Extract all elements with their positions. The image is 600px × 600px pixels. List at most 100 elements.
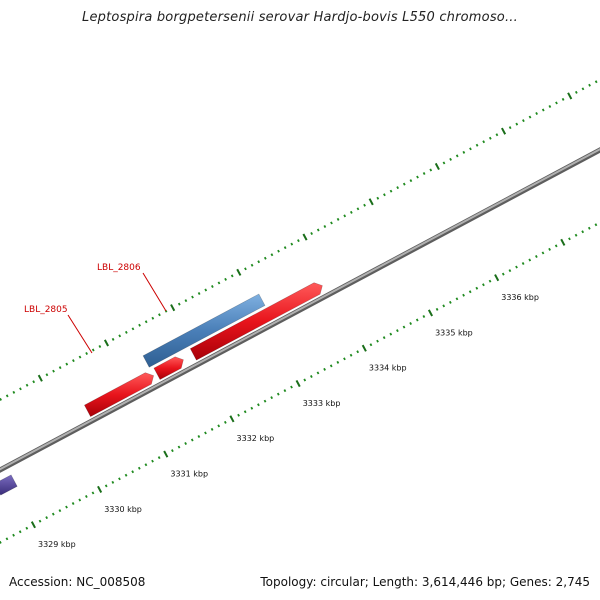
minor-tick <box>508 269 512 273</box>
minor-tick <box>455 297 459 301</box>
feature-labels: LBL_2806 LBL_2805 <box>24 263 167 354</box>
minor-tick <box>594 223 598 227</box>
minor-tick <box>389 189 393 193</box>
minor-tick <box>25 383 29 387</box>
minor-tick <box>521 262 525 266</box>
gene-label-LBL_2806[interactable]: LBL_2806 <box>97 263 141 273</box>
minor-tick <box>416 175 419 179</box>
minor-tick <box>263 256 267 260</box>
tick-label: 3332 kbp <box>237 434 275 443</box>
minor-tick <box>515 265 518 269</box>
minor-tick <box>594 80 598 84</box>
minor-tick <box>535 254 538 258</box>
minor-tick <box>270 253 274 257</box>
minor-tick <box>323 367 326 371</box>
minor-tick <box>171 449 174 453</box>
minor-tick <box>78 355 82 359</box>
major-tick <box>295 379 301 388</box>
minor-tick <box>409 179 413 183</box>
minor-tick <box>184 299 188 303</box>
gene-gene-other[interactable] <box>0 474 18 496</box>
minor-tick <box>541 108 545 112</box>
minor-tick <box>568 237 571 241</box>
minor-tick <box>72 359 75 363</box>
minor-tick <box>290 242 294 246</box>
minor-tick <box>310 374 313 378</box>
minor-tick <box>12 390 16 394</box>
minor-tick <box>535 112 538 116</box>
minor-tick <box>402 325 406 329</box>
minor-tick <box>65 505 68 509</box>
minor-tick <box>211 284 214 288</box>
minor-tick <box>515 122 519 126</box>
minor-tick <box>177 302 181 306</box>
tick-label: 3331 kbp <box>170 469 208 478</box>
minor-tick <box>581 87 585 91</box>
gene-LBL_2806[interactable] <box>142 293 266 368</box>
minor-tick <box>51 512 55 516</box>
minor-tick <box>137 466 141 470</box>
gene-LBL_2805[interactable] <box>84 372 155 418</box>
minor-tick <box>244 267 247 271</box>
minor-tick <box>257 260 261 264</box>
minor-tick <box>469 147 472 151</box>
backbone-group <box>0 147 600 473</box>
minor-tick <box>25 526 29 530</box>
minor-tick <box>237 413 240 417</box>
minor-tick <box>369 343 373 347</box>
minor-tick <box>343 214 347 218</box>
minor-tick <box>508 126 512 130</box>
minor-tick <box>528 115 532 119</box>
minor-tick <box>45 373 49 377</box>
minor-tick <box>303 378 307 382</box>
minor-tick <box>190 438 194 442</box>
minor-tick <box>276 392 280 396</box>
minor-tick <box>283 389 287 393</box>
minor-tick <box>356 207 360 211</box>
minor-tick <box>104 484 108 488</box>
minor-tick <box>455 154 459 158</box>
minor-tick <box>330 221 333 225</box>
major-tick <box>103 339 110 347</box>
minor-tick <box>277 249 280 253</box>
minor-tick <box>482 283 485 287</box>
major-tick <box>361 344 367 352</box>
minor-tick <box>574 233 578 237</box>
minor-tick <box>144 463 148 467</box>
minor-tick <box>250 406 254 410</box>
minor-tick <box>65 362 69 366</box>
gene-gene-reverse-long[interactable] <box>189 282 323 361</box>
label-leader-line <box>142 272 167 312</box>
major-tick <box>236 268 242 276</box>
major-tick <box>302 233 308 241</box>
minor-tick <box>435 307 439 311</box>
minor-tick <box>310 232 313 236</box>
major-tick <box>434 162 440 171</box>
minor-tick <box>111 337 115 341</box>
minor-tick <box>223 420 227 424</box>
minor-tick <box>12 533 15 537</box>
minor-tick <box>541 251 545 255</box>
minor-tick <box>475 143 479 147</box>
minor-tick <box>58 509 62 513</box>
minor-tick <box>111 480 115 484</box>
minor-tick <box>283 246 287 250</box>
minor-tick <box>243 410 247 414</box>
minor-tick <box>349 353 353 357</box>
minor-tick <box>290 385 293 389</box>
minor-tick <box>5 394 9 398</box>
major-tick <box>501 127 507 135</box>
gene-label-LBL_2805[interactable]: LBL_2805 <box>24 305 68 315</box>
tick-label: 3336 kbp <box>501 293 539 302</box>
minor-tick <box>138 323 141 327</box>
minor-tick <box>336 217 340 221</box>
major-tick <box>97 485 103 493</box>
gene-gene-reverse-small[interactable] <box>153 356 184 380</box>
minor-tick <box>323 224 327 228</box>
minor-tick <box>210 427 214 431</box>
minor-tick <box>230 274 234 278</box>
minor-tick <box>197 434 201 438</box>
minor-tick <box>329 364 333 368</box>
minor-tick <box>528 258 532 262</box>
